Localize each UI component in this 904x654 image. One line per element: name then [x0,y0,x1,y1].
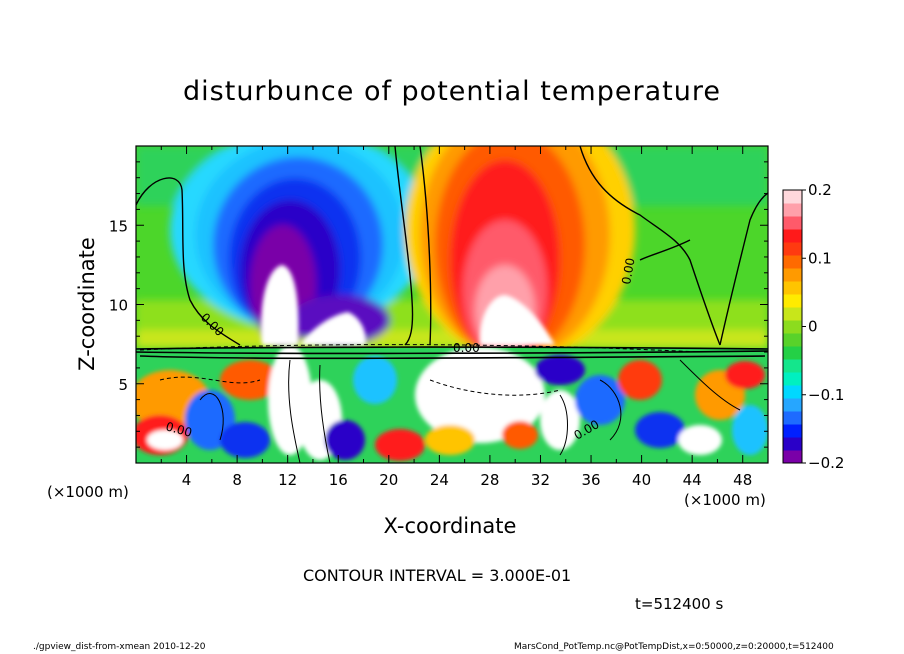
colorbar-swatch [783,242,802,256]
x-tick-label: 16 [329,471,348,489]
x-axis: 4 8 12 16 20 24 28 32 36 40 44 48 [160,146,752,489]
colorbar-swatch [783,294,802,308]
x-tick-label: 36 [581,471,600,489]
contour-value-label: 0.00 [453,341,480,355]
x-axis-label: X-coordinate [383,514,517,538]
colorbar-swatch [783,359,802,373]
colorbar-swatch [783,437,802,451]
x-tick-label: 4 [182,471,192,489]
colorbar-swatch [783,424,802,438]
y-tick-label: 5 [118,376,128,394]
x-tick-label: 40 [632,471,651,489]
contour-lines [136,146,768,346]
colorbar-label: 0 [808,318,818,336]
footer-script-info: ./gpview_dist-from-xmean 2010-12-20 [33,642,206,652]
colorbar-label: −0.2 [808,454,844,472]
colorbar-swatch [783,346,802,360]
x-axis-unit-right: (×1000 m) [684,491,766,509]
heatmap-field [136,146,768,463]
colorbar-label: 0.1 [808,249,832,267]
footer-data-source: MarsCond_PotTemp.nc@PotTempDist,x=0:5000… [514,642,834,652]
y-axis: 5 10 15 [109,161,768,448]
colorbar-swatch [783,385,802,399]
x-tick-label: 8 [232,471,242,489]
x-tick-label: 28 [480,471,499,489]
x-axis-unit-left: (×1000 m) [47,483,129,501]
time-label: t=512400 s [635,595,724,613]
x-tick-label: 20 [379,471,398,489]
y-tick-label: 15 [109,217,128,235]
x-tick-label: 44 [683,471,702,489]
x-tick-label: 48 [733,471,752,489]
colorbar-swatch [783,372,802,386]
colorbar-swatch [783,229,802,243]
chart-title: disturbunce of potential temperature [183,76,721,107]
contour-interval-text: CONTOUR INTERVAL = 3.000E-01 [303,566,572,585]
contour-value-label: 0.00 [164,419,193,439]
colorbar-swatch [783,307,802,321]
colorbar-swatch [783,333,802,347]
colorbar-swatch [783,190,802,204]
colorbar-swatch [783,281,802,295]
colorbar-swatch [783,216,802,230]
colorbar-swatch [783,320,802,334]
contour-value-label: 0.00 [619,257,637,286]
x-tick-label: 12 [278,471,297,489]
colorbar-label: −0.1 [808,386,844,404]
colorbar: 0.2 0.1 0 −0.1 −0.2 [782,181,844,472]
colorbar-swatch [783,450,802,464]
colorbar-swatch [783,255,802,269]
y-tick-label: 10 [109,297,128,315]
colorbar-swatch [783,398,802,412]
colorbar-label: 0.2 [808,181,832,199]
x-tick-label: 32 [531,471,550,489]
x-tick-label: 24 [430,471,449,489]
colorbar-swatch [783,203,802,217]
colorbar-swatch [783,268,802,282]
colorbar-swatch [783,411,802,425]
